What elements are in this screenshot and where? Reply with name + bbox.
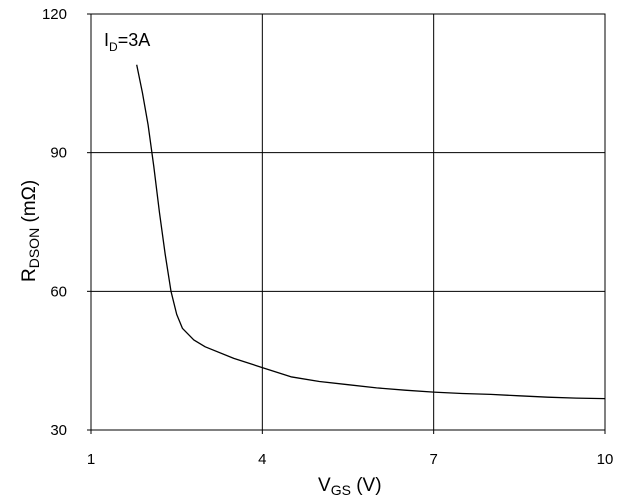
- x-tick-label-1: 1: [87, 451, 95, 468]
- y-tick-label-60: 60: [50, 283, 67, 300]
- x-tick-label-4: 4: [258, 451, 266, 468]
- y-axis-title: RDSON (mΩ): [19, 180, 42, 282]
- x-axis-title: VGS (V): [318, 475, 382, 498]
- y-tick-label-120: 120: [42, 6, 67, 23]
- y-tick-label-30: 30: [50, 422, 67, 439]
- plot-frame: [90, 13, 606, 431]
- tick-labels: 1 4 7 10 30 60 90 120: [42, 6, 613, 468]
- rdson-curve-0: [136, 64, 606, 400]
- series-layer: [136, 64, 606, 400]
- y-tick-label-90: 90: [50, 145, 67, 162]
- x-tick-label-7: 7: [429, 451, 437, 468]
- grid-layer: [91, 14, 605, 430]
- x-tick-label-10: 10: [597, 451, 614, 468]
- y-axis-title-group: RDSON (mΩ): [19, 180, 42, 282]
- curve-annotation: ID=3A: [104, 30, 150, 54]
